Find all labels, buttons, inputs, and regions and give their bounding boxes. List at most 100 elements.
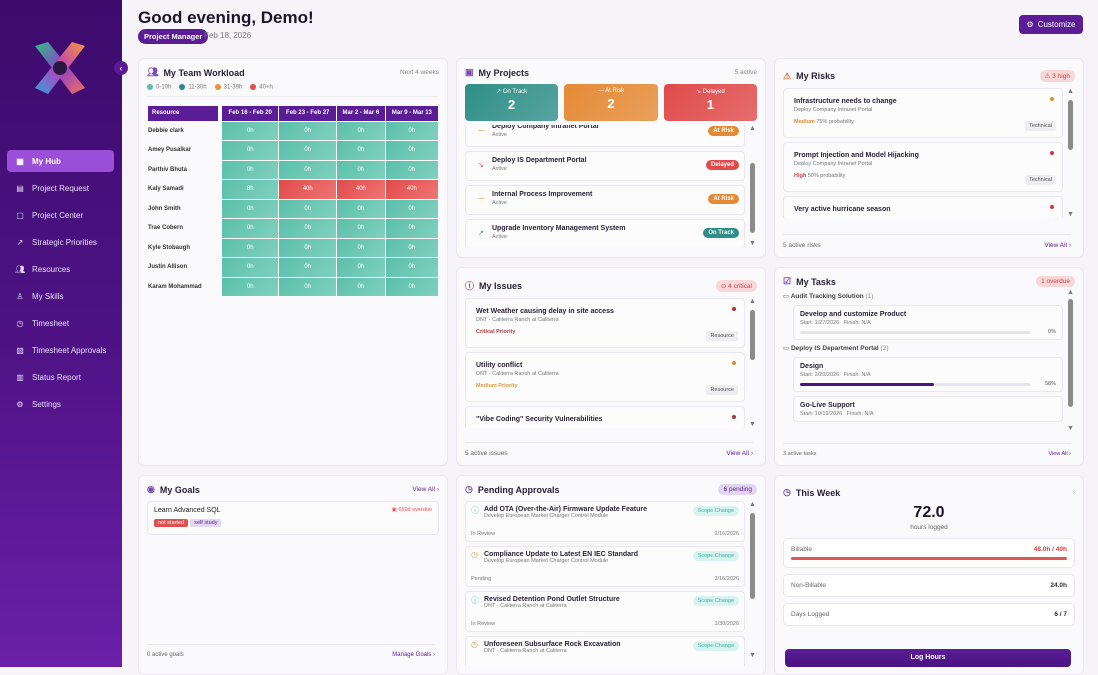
approvals-list[interactable]: ⓘ Add OTA (Over-the-Air) Firmware Update … bbox=[465, 501, 757, 666]
workload-cell[interactable]: 40h bbox=[336, 180, 385, 199]
workload-cell[interactable]: 0h bbox=[336, 160, 385, 180]
issue-item[interactable]: Utility conflict DNT - Caliterra Ranch at… bbox=[465, 352, 745, 402]
risk-item[interactable]: Prompt Injection and Model Hijacking Depl… bbox=[783, 142, 1063, 192]
workload-cell[interactable]: 0h bbox=[279, 238, 336, 258]
workload-cell[interactable]: 0h bbox=[385, 277, 438, 297]
approval-project: Develop European Market Charger Control … bbox=[484, 558, 609, 564]
task-item[interactable]: Develop and customize Product Start: 1/27… bbox=[793, 305, 1063, 340]
workload-cell[interactable]: 0h bbox=[221, 277, 279, 297]
approval-item[interactable]: ◷ Unforeseen Subsurface Rock Excavation DN… bbox=[465, 636, 745, 666]
issue-item[interactable]: Wet Weather causing delay in site access… bbox=[465, 298, 745, 348]
workload-cell[interactable]: 0h bbox=[221, 121, 279, 141]
workload-cell[interactable]: 0h bbox=[336, 219, 385, 238]
sidebar-item-my-skills[interactable]: ♙ My Skills bbox=[7, 285, 114, 307]
workload-cell[interactable]: 0h bbox=[221, 258, 279, 277]
sidebar-item-timesheet[interactable]: ◷ Timesheet bbox=[7, 312, 114, 334]
workload-cell[interactable]: 0h bbox=[385, 141, 438, 160]
open-week-chevron-icon[interactable]: › bbox=[1072, 489, 1075, 496]
workload-cell[interactable]: 0h bbox=[279, 121, 336, 141]
workload-cell[interactable]: 0h bbox=[336, 277, 385, 297]
workload-cell[interactable]: 0h bbox=[336, 121, 385, 141]
projects-count: 5 active bbox=[734, 69, 757, 76]
project-item[interactable]: — Internal Process Improvement Active At Ri… bbox=[465, 185, 745, 215]
risk-item[interactable]: Infrastructure needs to change Deploy Com… bbox=[783, 88, 1063, 138]
workload-cell[interactable]: 0h bbox=[385, 258, 438, 277]
workload-cell[interactable]: 0h bbox=[279, 199, 336, 219]
project-item[interactable]: ↗ Upgrade Inventory Management System Acti… bbox=[465, 219, 745, 247]
projects-list[interactable]: — Deploy Company Intranet Portal Active At … bbox=[465, 125, 757, 247]
sidebar-item-label: Project Request bbox=[32, 183, 89, 193]
sidebar-item-resources[interactable]: 👥︎ Resources bbox=[7, 258, 114, 280]
workload-cell[interactable]: 0h bbox=[279, 160, 336, 180]
project-stat-on-track[interactable]: ↗ On Track 2 bbox=[465, 84, 559, 121]
clipboard-check-icon: ▧ bbox=[16, 345, 24, 355]
workload-cell[interactable]: 0h bbox=[336, 141, 385, 160]
view-all-issues-link[interactable]: View All › bbox=[726, 450, 753, 457]
task-group-header[interactable]: ▭ Audit Tracking Solution (1) bbox=[783, 292, 1063, 300]
risks-list[interactable]: Infrastructure needs to change Deploy Com… bbox=[783, 88, 1075, 218]
task-item[interactable]: Go-Live Support Start: 10/19/2026 Finish:… bbox=[793, 396, 1063, 422]
workload-cell[interactable]: 0h bbox=[221, 219, 279, 238]
goal-name: Learn Advanced SQL bbox=[154, 507, 221, 514]
workload-cell[interactable]: 0h bbox=[279, 258, 336, 277]
workload-cell[interactable]: 0h bbox=[221, 199, 279, 219]
workload-cell[interactable]: 0h bbox=[221, 238, 279, 258]
view-all-goals-link[interactable]: View All › bbox=[412, 486, 439, 493]
sidebar-item-settings[interactable]: ⚙ Settings bbox=[7, 393, 114, 415]
approval-item[interactable]: ⓘ Revised Detention Pond Outlet Structure… bbox=[465, 591, 745, 632]
tasks-list[interactable]: ▭ Audit Tracking Solution (1) Develop and… bbox=[783, 289, 1075, 432]
workload-cell[interactable]: 0h bbox=[279, 219, 336, 238]
workload-cell[interactable]: 0h bbox=[221, 160, 279, 180]
approval-item[interactable]: ⓘ Add OTA (Over-the-Air) Firmware Update … bbox=[465, 501, 745, 542]
workload-cell[interactable]: 0h bbox=[336, 238, 385, 258]
workload-cell[interactable]: 0h bbox=[385, 219, 438, 238]
scrollbar[interactable]: ▲ ▼ bbox=[749, 501, 756, 659]
project-item[interactable]: ↘ Deploy IS Department Portal Active Delaye… bbox=[465, 151, 745, 181]
scrollbar[interactable]: ▲ ▼ bbox=[1067, 289, 1074, 432]
manage-goals-link[interactable]: Manage Goals › bbox=[392, 652, 435, 658]
workload-cell[interactable]: 40h bbox=[385, 180, 438, 199]
goal-item[interactable]: Learn Advanced SQL not started self study… bbox=[147, 501, 439, 535]
workload-cell[interactable]: 0h bbox=[385, 238, 438, 258]
issues-list[interactable]: Wet Weather causing delay in site access… bbox=[465, 298, 757, 428]
workload-cell[interactable]: 0h bbox=[385, 121, 438, 141]
stat-label: At Risk bbox=[605, 88, 625, 94]
workload-cell[interactable]: 40h bbox=[279, 180, 336, 199]
workload-cell[interactable]: 8h bbox=[221, 180, 279, 199]
view-all-tasks-link[interactable]: View All › bbox=[1048, 451, 1071, 457]
workload-cell[interactable]: 0h bbox=[336, 258, 385, 277]
collapse-sidebar-button[interactable]: ‹ bbox=[114, 61, 128, 75]
scrollbar[interactable]: ▲ ▼ bbox=[749, 298, 756, 428]
workload-cell[interactable]: 0h bbox=[279, 277, 336, 297]
risk-title: Infrastructure needs to change bbox=[794, 98, 897, 105]
workload-cell[interactable]: 0h bbox=[385, 160, 438, 180]
warning-icon: ⚠ bbox=[783, 70, 792, 81]
view-all-risks-link[interactable]: View All › bbox=[1044, 242, 1071, 249]
task-group-header[interactable]: ▭ Deploy IS Department Portal (2) bbox=[783, 344, 1063, 352]
sidebar-item-my-hub[interactable]: ▦ My Hub bbox=[7, 150, 114, 172]
table-row: Amey Pusalkar 0h 0h 0h 0h bbox=[148, 141, 438, 160]
sidebar-item-timesheet-approvals[interactable]: ▧ Timesheet Approvals bbox=[7, 339, 114, 361]
approval-item[interactable]: ◷ Compliance Update to Latest EN IEC Stan… bbox=[465, 546, 745, 587]
issue-item[interactable]: "Vibe Coding" Security Vulnerabilities bbox=[465, 406, 745, 428]
legend-label: 11-30h bbox=[188, 84, 207, 91]
scrollbar[interactable]: ▲ ▼ bbox=[749, 125, 756, 247]
log-hours-button[interactable]: Log Hours bbox=[785, 649, 1071, 667]
project-stat-delayed[interactable]: ↘ Delayed 1 bbox=[663, 84, 757, 121]
sidebar-item-strategic-priorities[interactable]: ↗ Strategic Priorities bbox=[7, 231, 114, 253]
project-stat-at-risk[interactable]: — At Risk 2 bbox=[564, 84, 658, 121]
workload-cell[interactable]: 0h bbox=[385, 199, 438, 219]
task-item[interactable]: Design Start: 2/20/2026 Finish: N/A 58% bbox=[793, 357, 1063, 392]
customize-button[interactable]: ⚙ Customize bbox=[1019, 15, 1083, 34]
workload-cell[interactable]: 0h bbox=[336, 199, 385, 219]
project-item[interactable]: — Deploy Company Intranet Portal Active At … bbox=[465, 125, 745, 147]
workload-cell[interactable]: 0h bbox=[221, 141, 279, 160]
risk-item[interactable]: Very active hurricane season bbox=[783, 196, 1063, 218]
sidebar-item-project-request[interactable]: ▤ Project Request bbox=[7, 177, 114, 199]
trend-icon: ↗ bbox=[496, 89, 503, 95]
sidebar-item-project-center[interactable]: ▢ Project Center bbox=[7, 204, 114, 226]
sidebar-item-status-report[interactable]: ▥ Status Report bbox=[7, 366, 114, 388]
workload-cell[interactable]: 0h bbox=[279, 141, 336, 160]
scrollbar[interactable]: ▲ ▼ bbox=[1067, 88, 1074, 218]
greeting: Good evening, Demo! bbox=[138, 8, 314, 27]
